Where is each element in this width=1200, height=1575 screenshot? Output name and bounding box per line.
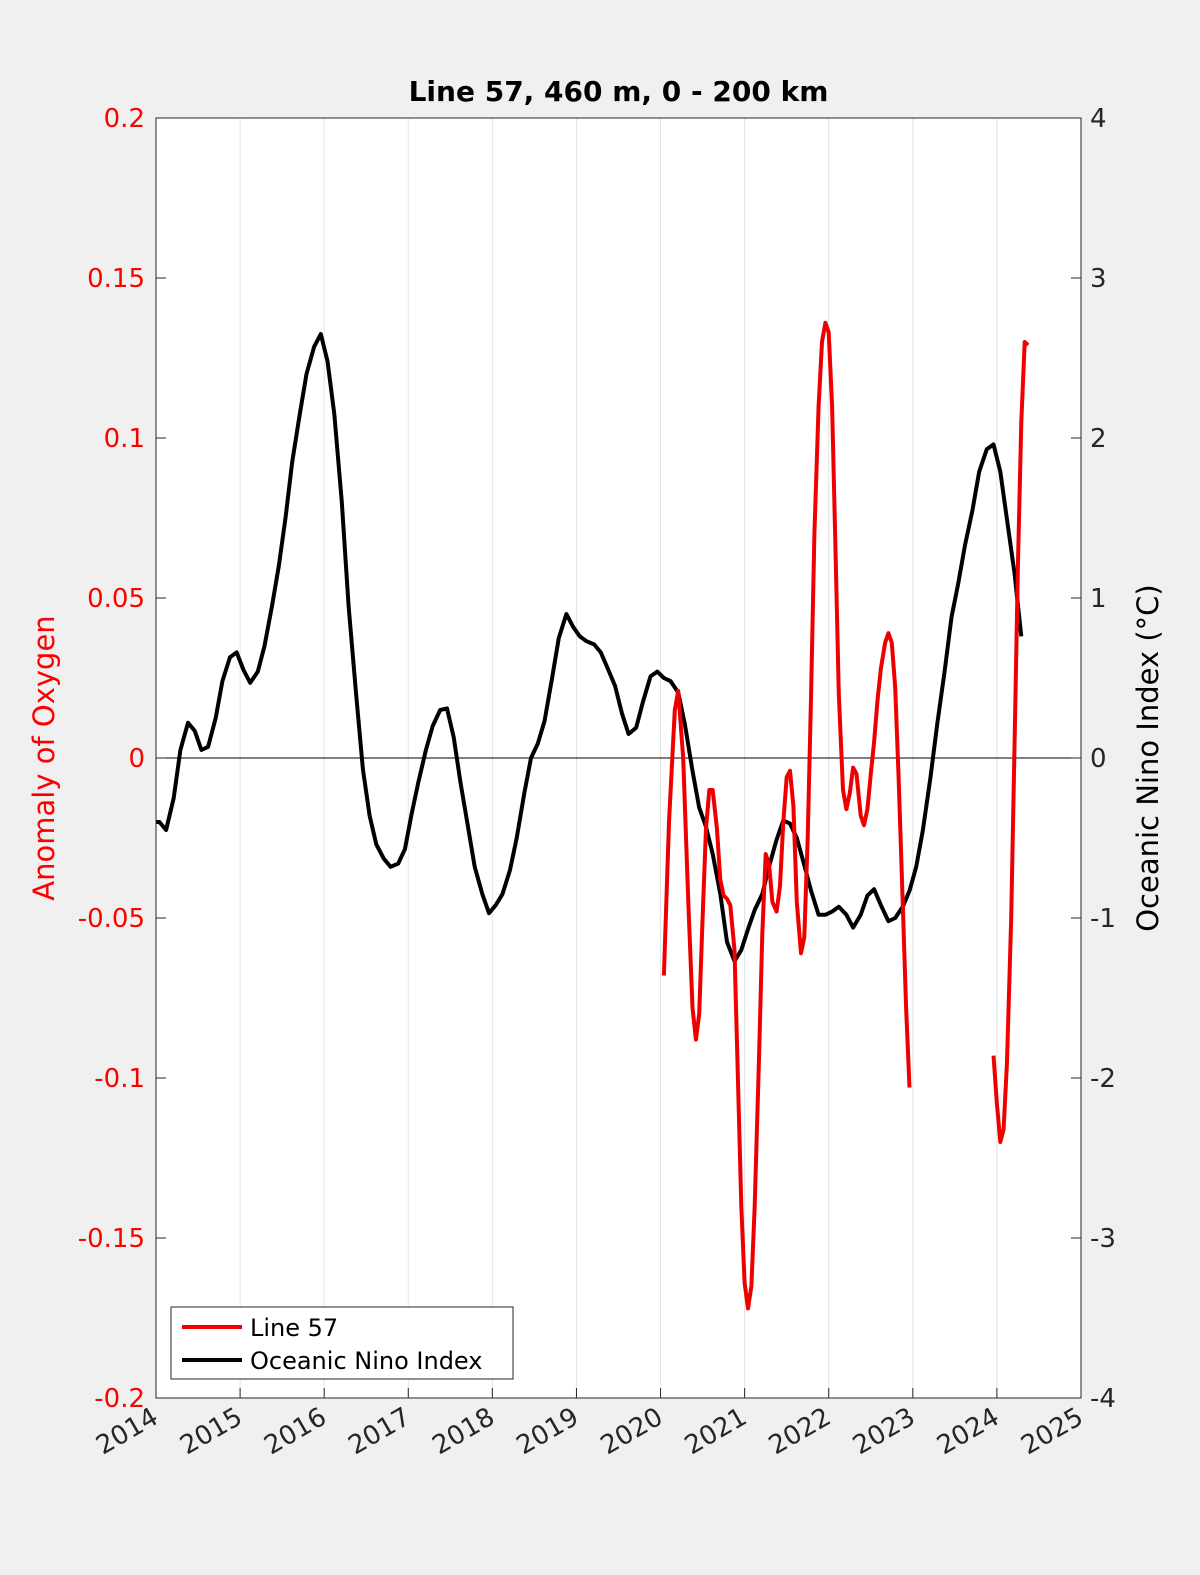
series-layer (156, 320, 1030, 1311)
y-axis-left-label: Anomaly of Oxygen (27, 615, 61, 900)
y-left-tick-label-1: -0.15 (78, 1224, 145, 1254)
y-right-tick-label-5: 1 (1090, 584, 1107, 614)
series-line-57-segment-1 (991, 340, 1030, 1144)
chart-title: Line 57, 460 m, 0 - 200 km (409, 75, 829, 108)
series-oceanic-nino-index-segment-0 (156, 332, 1024, 964)
y-right-tick-label-4: 0 (1090, 744, 1107, 774)
y-axis-right: -4 -3 -2 -1 0 1 2 3 4 (1071, 104, 1116, 1414)
y-left-tick-label-7: 0.15 (87, 264, 145, 294)
y-right-tick-label-6: 2 (1090, 424, 1107, 454)
y-left-tick-label-0: -0.2 (94, 1384, 145, 1414)
y-right-tick-label-7: 3 (1090, 264, 1107, 294)
y-right-tick-label-8: 4 (1090, 104, 1107, 134)
y-left-tick-label-3: -0.05 (78, 904, 145, 934)
y-left-tick-label-6: 0.1 (104, 424, 145, 454)
legend-label-line-57: Line 57 (250, 1314, 338, 1342)
y-left-tick-label-4: 0 (128, 744, 145, 774)
y-axis-left: -0.2 -0.15 -0.1 -0.05 0 0.05 0.1 0.15 0.2 (78, 104, 166, 1414)
y-left-tick-label-5: 0.05 (87, 584, 145, 614)
y-right-tick-label-2: -2 (1090, 1064, 1116, 1094)
y-axis-right-label: Oceanic Nino Index (°C) (1131, 584, 1165, 932)
legend: Line 57 Oceanic Nino Index (170, 1306, 514, 1380)
y-right-tick-label-1: -3 (1090, 1224, 1116, 1254)
y-left-tick-label-8: 0.2 (104, 104, 145, 134)
y-left-tick-label-2: -0.1 (94, 1064, 145, 1094)
legend-label-oni: Oceanic Nino Index (250, 1347, 482, 1375)
legend-box (170, 1306, 514, 1380)
y-right-tick-label-0: -4 (1090, 1384, 1116, 1414)
series-line-57-segment-0 (661, 320, 912, 1311)
y-right-tick-label-3: -1 (1090, 904, 1116, 934)
